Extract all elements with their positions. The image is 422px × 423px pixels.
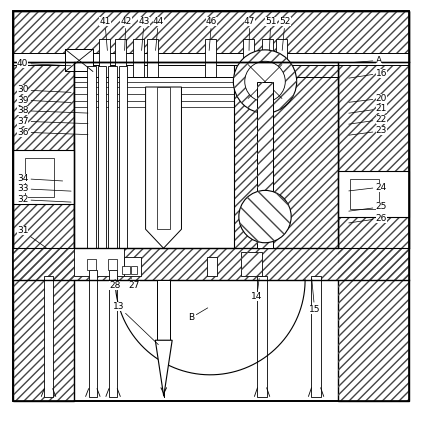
Bar bbox=[13, 11, 409, 62]
Text: 28: 28 bbox=[109, 278, 120, 290]
Text: 34: 34 bbox=[17, 174, 62, 183]
Text: 31: 31 bbox=[17, 226, 46, 248]
Text: 32: 32 bbox=[17, 195, 71, 204]
Text: B: B bbox=[188, 308, 208, 322]
Bar bbox=[119, 66, 127, 248]
Bar bbox=[276, 39, 287, 77]
Bar bbox=[157, 87, 170, 229]
Text: 37: 37 bbox=[17, 117, 88, 126]
Bar bbox=[257, 276, 267, 397]
Bar bbox=[234, 62, 338, 248]
Bar bbox=[13, 11, 409, 62]
Circle shape bbox=[233, 50, 297, 113]
Bar bbox=[13, 53, 409, 65]
Text: 52: 52 bbox=[279, 17, 291, 50]
Text: 40: 40 bbox=[17, 59, 71, 68]
Bar bbox=[234, 62, 338, 248]
Text: 27: 27 bbox=[129, 278, 140, 290]
Bar bbox=[13, 62, 74, 401]
Bar bbox=[124, 257, 141, 276]
Bar bbox=[257, 82, 273, 248]
Text: 21: 21 bbox=[349, 104, 387, 113]
Bar bbox=[350, 179, 379, 209]
Bar bbox=[89, 270, 97, 397]
Text: 51: 51 bbox=[265, 17, 276, 50]
Bar bbox=[99, 39, 110, 77]
Text: 44: 44 bbox=[153, 17, 164, 50]
Bar bbox=[74, 62, 234, 248]
Bar bbox=[205, 39, 216, 77]
Bar bbox=[13, 248, 409, 280]
Text: 25: 25 bbox=[349, 202, 387, 212]
Text: 15: 15 bbox=[309, 278, 320, 314]
Bar bbox=[25, 158, 54, 197]
Bar bbox=[243, 39, 254, 77]
Polygon shape bbox=[155, 340, 172, 396]
Bar bbox=[133, 39, 144, 77]
Text: 36: 36 bbox=[17, 128, 88, 137]
Bar bbox=[115, 39, 126, 77]
Text: 33: 33 bbox=[17, 184, 71, 193]
Bar bbox=[207, 257, 217, 276]
Circle shape bbox=[239, 190, 291, 243]
Bar bbox=[87, 259, 96, 270]
Bar bbox=[87, 66, 96, 248]
Bar bbox=[157, 280, 170, 340]
Bar bbox=[74, 248, 124, 276]
Text: 41: 41 bbox=[99, 17, 111, 50]
Bar bbox=[109, 270, 117, 397]
Bar bbox=[13, 248, 409, 280]
Text: 38: 38 bbox=[17, 106, 88, 115]
Bar bbox=[257, 82, 273, 248]
Text: 13: 13 bbox=[113, 302, 158, 345]
Bar bbox=[108, 259, 117, 270]
Bar bbox=[13, 150, 74, 204]
Text: 30: 30 bbox=[17, 85, 71, 94]
Text: 43: 43 bbox=[138, 17, 150, 50]
Text: 14: 14 bbox=[251, 278, 262, 301]
Bar bbox=[122, 266, 130, 274]
Bar bbox=[147, 39, 158, 77]
Text: 24: 24 bbox=[349, 183, 387, 192]
Bar bbox=[108, 66, 117, 248]
Bar bbox=[44, 276, 53, 397]
Text: 42: 42 bbox=[120, 17, 132, 50]
Bar bbox=[74, 62, 338, 248]
Bar bbox=[311, 276, 321, 397]
Bar bbox=[338, 62, 409, 401]
Bar bbox=[131, 266, 137, 274]
Circle shape bbox=[245, 61, 285, 102]
Bar bbox=[241, 253, 262, 276]
Text: 20: 20 bbox=[349, 94, 387, 103]
Text: 47: 47 bbox=[244, 17, 255, 50]
Text: A: A bbox=[349, 56, 382, 65]
Text: 39: 39 bbox=[17, 96, 71, 104]
Bar bbox=[338, 62, 409, 401]
Text: 22: 22 bbox=[349, 115, 387, 124]
Bar bbox=[338, 171, 409, 217]
Bar bbox=[262, 39, 273, 77]
Bar bbox=[13, 62, 74, 401]
Bar bbox=[13, 11, 409, 62]
Text: 46: 46 bbox=[206, 17, 217, 50]
Bar bbox=[65, 49, 93, 71]
Text: 23: 23 bbox=[349, 126, 387, 135]
Bar bbox=[98, 66, 106, 248]
Text: 26: 26 bbox=[349, 214, 387, 223]
Polygon shape bbox=[146, 87, 181, 248]
Text: 16: 16 bbox=[349, 69, 387, 78]
Bar bbox=[241, 253, 262, 276]
